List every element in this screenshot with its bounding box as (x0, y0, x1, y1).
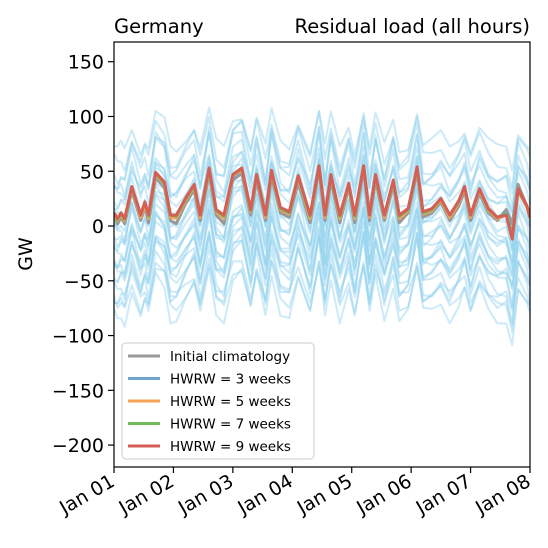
legend: Initial climatology HWRW = 3 weeks HWRW = … (121, 342, 315, 460)
ensemble-member-line (114, 125, 530, 229)
y-tick-label: 0 (92, 216, 104, 238)
x-tick-label: Jan 03 (174, 470, 237, 519)
ensemble-member-line (114, 110, 530, 189)
plot-frame (113, 41, 531, 468)
x-tick-label: Jan 04 (233, 470, 296, 519)
chart-title-right: Residual load (all hours) (295, 15, 530, 38)
legend-label: Initial climatology (170, 349, 290, 365)
series-line-4 (114, 164, 530, 241)
chart-title-left: Germany (114, 15, 204, 38)
legend-label: HWRW = 7 weeks (170, 417, 291, 433)
ensemble-member-line (114, 257, 530, 334)
y-tick-label: 150 (68, 52, 104, 74)
ensemble-member-line (114, 203, 530, 308)
y-axis: 150 100 50 0 −50 −100 −150 −200 (52, 52, 114, 457)
x-tick-label: Jan 05 (293, 470, 356, 519)
y-tick-label: −150 (52, 380, 104, 402)
ensemble-member-line (114, 222, 530, 287)
legend-label: HWRW = 3 weeks (170, 372, 291, 388)
series-layer (114, 164, 530, 241)
y-tick-label: −50 (64, 271, 104, 293)
ensemble-member-line (114, 227, 530, 325)
x-tick-label: Jan 07 (412, 470, 475, 519)
y-tick-label: 50 (80, 161, 104, 183)
ensemble-member-line (114, 199, 530, 268)
ensemble-member-line (114, 200, 530, 277)
ensemble-member-line (114, 127, 530, 208)
legend-label: HWRW = 9 weeks (170, 439, 291, 455)
x-tick-label: Jan 01 (55, 470, 118, 519)
x-tick-label: Jan 02 (115, 470, 178, 519)
x-tick-label: Jan 08 (471, 470, 534, 519)
y-tick-label: −100 (52, 326, 104, 348)
ensemble-member-line (114, 145, 530, 212)
ensemble-member-line (114, 231, 530, 327)
ensemble-member-line (114, 207, 530, 291)
ensemble-member-line (114, 155, 530, 232)
y-tick-label: 100 (68, 106, 104, 128)
ensemble-member-line (114, 203, 530, 277)
legend-label: HWRW = 5 weeks (170, 394, 291, 410)
ensemble-member-line (114, 227, 530, 289)
ensemble-member-line (114, 177, 530, 262)
ensemble-member-line (114, 260, 530, 312)
ensemble-member-line (114, 151, 530, 215)
y-axis-label: GW (15, 237, 37, 271)
ensemble-member-line (114, 106, 530, 172)
x-tick-label: Jan 06 (352, 470, 415, 519)
ensemble-member-line (114, 229, 530, 309)
ensemble-layer (114, 106, 530, 346)
y-tick-label: −200 (52, 435, 104, 457)
legend-box (121, 342, 315, 460)
ensemble-member-line (114, 119, 530, 195)
ensemble-member-line (114, 184, 530, 271)
ensemble-member-line (114, 260, 530, 346)
